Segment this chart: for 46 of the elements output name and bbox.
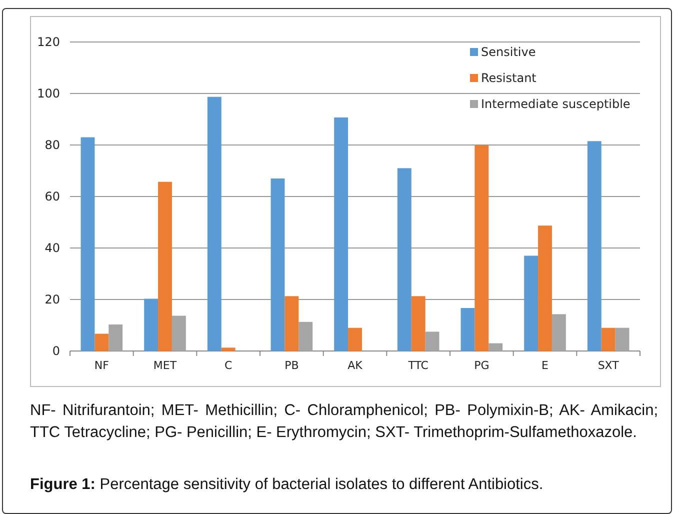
- text: NF- Nitrifurantoin; MET- Methicillin; C- Chloramphenicol; PB- Polymixin-B; AK- Amikacin; TTC Tetracycline; PG- Penicillin; E- Erythromycin; SXT- Trimethoprim-Sulfamethoxazole.: [30, 401, 658, 443]
- y-tick-label: 100: [37, 86, 60, 100]
- bar: [221, 348, 236, 351]
- x-tick-label: SXT: [598, 358, 620, 372]
- bar: [144, 298, 158, 351]
- x-tick-label: E: [542, 358, 549, 372]
- bar: [552, 314, 566, 351]
- text: Figure 1: Percentage sensitivity of bacterial isolates to different Antibiotics.: [30, 476, 544, 493]
- bar: [524, 256, 538, 351]
- y-tick-label: 20: [44, 292, 60, 306]
- bar: [80, 137, 95, 351]
- legend-label: Sensitive: [481, 45, 536, 59]
- x-tick-label: AK: [348, 358, 364, 372]
- x-tick-label: TTC: [407, 358, 429, 372]
- y-tick-label: 0: [52, 344, 60, 358]
- y-tick-label: 120: [37, 34, 60, 49]
- bar: [474, 145, 489, 351]
- legend-label: Resistant: [481, 71, 537, 85]
- bar: [207, 96, 222, 351]
- bar: [270, 178, 285, 351]
- bar: [538, 226, 552, 351]
- bar: [460, 308, 475, 351]
- bar: [601, 328, 616, 351]
- bar: [488, 343, 503, 351]
- x-tick-label: PG: [474, 358, 490, 372]
- bar: [94, 334, 109, 351]
- y-tick-label: 40: [44, 240, 60, 255]
- x-tick-label: NF: [94, 358, 109, 372]
- bar: [284, 296, 299, 351]
- x-tick-label: PB: [284, 358, 299, 372]
- bar: [425, 332, 440, 351]
- bar: [587, 141, 602, 351]
- bar: [615, 328, 630, 351]
- bar: [158, 182, 172, 351]
- bar: [334, 117, 348, 351]
- bar: [397, 168, 412, 351]
- y-tick-label: 80: [44, 138, 60, 152]
- bar: [348, 328, 362, 351]
- legend-label: Intermediate susceptible: [481, 97, 630, 111]
- x-tick-label: MET: [153, 358, 177, 372]
- x-tick-label: C: [224, 358, 232, 372]
- bar: [108, 324, 123, 351]
- bar: [411, 296, 426, 351]
- y-tick-label: 60: [44, 189, 60, 204]
- bar: [172, 316, 186, 351]
- bar: [298, 322, 313, 351]
